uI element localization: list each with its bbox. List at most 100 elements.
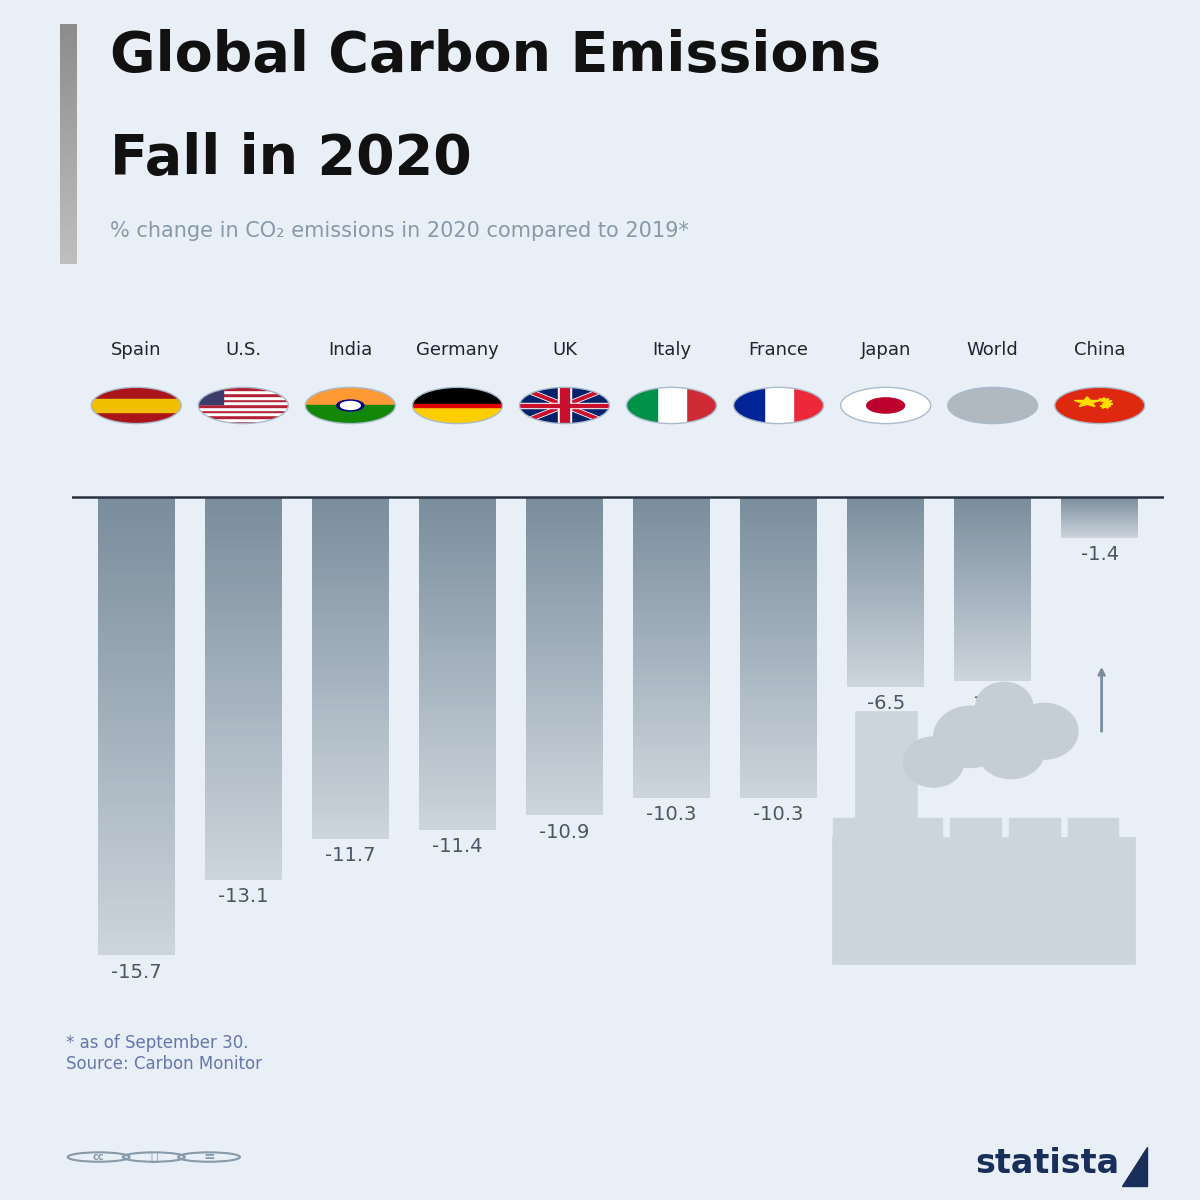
Polygon shape [1103, 402, 1112, 406]
Bar [97, 539, 175, 544]
Bar [419, 706, 496, 708]
Bar [198, 407, 288, 409]
Bar [312, 781, 389, 785]
Circle shape [948, 388, 1038, 424]
Bar [60, 144, 77, 149]
Circle shape [977, 722, 1044, 779]
Bar [419, 780, 496, 782]
Bar [419, 782, 496, 786]
Bar [205, 574, 282, 577]
Bar [526, 709, 604, 712]
Bar [312, 713, 389, 716]
Bar [419, 583, 496, 586]
Bar [419, 694, 496, 697]
Bar [97, 868, 175, 871]
Bar [97, 512, 175, 516]
Text: -10.9: -10.9 [539, 823, 589, 841]
Bar [740, 620, 817, 623]
Bar [312, 739, 389, 742]
Bar [847, 502, 924, 504]
Bar [632, 688, 710, 690]
Bar [97, 646, 175, 650]
Bar [954, 530, 1031, 533]
Bar [526, 683, 604, 685]
Polygon shape [1099, 397, 1109, 402]
Bar [632, 612, 710, 614]
Bar [847, 652, 924, 654]
Bar [954, 649, 1031, 650]
Bar [312, 528, 389, 532]
Bar [954, 592, 1031, 594]
Bar [205, 529, 282, 533]
Bar [205, 764, 282, 768]
Text: -1.4: -1.4 [1081, 545, 1118, 564]
Bar [632, 610, 710, 612]
Text: -15.7: -15.7 [110, 962, 162, 982]
Bar [526, 499, 604, 503]
Bar [97, 791, 175, 796]
Bar [954, 503, 1031, 505]
Bar [740, 755, 817, 757]
Bar [847, 677, 924, 679]
Bar [526, 518, 604, 521]
Bar [740, 718, 817, 720]
Bar [205, 749, 282, 752]
Bar [60, 53, 77, 58]
Bar [526, 804, 604, 808]
Bar [847, 607, 924, 610]
Bar [205, 647, 282, 650]
Bar [632, 662, 710, 665]
Bar [954, 514, 1031, 516]
Bar [97, 528, 175, 532]
Bar [740, 695, 817, 697]
Bar [205, 551, 282, 554]
Bar [520, 403, 610, 407]
Bar [954, 575, 1031, 577]
Bar [419, 661, 496, 664]
Bar [954, 616, 1031, 617]
Bar [954, 608, 1031, 611]
Bar [632, 722, 710, 725]
Bar [740, 554, 817, 557]
Bar [97, 814, 175, 818]
Bar [847, 499, 924, 500]
Bar [847, 620, 924, 622]
Bar [526, 545, 604, 547]
Bar [97, 607, 175, 612]
Bar [954, 588, 1031, 589]
Bar [847, 506, 924, 509]
Bar [312, 557, 389, 559]
Bar [632, 617, 710, 620]
Bar [740, 512, 817, 515]
Bar [954, 661, 1031, 662]
Bar [205, 522, 282, 526]
Bar [954, 580, 1031, 582]
Bar [632, 757, 710, 761]
Bar [205, 866, 282, 870]
Bar [60, 24, 77, 29]
Bar [632, 577, 710, 580]
Bar [419, 552, 496, 556]
Bar [847, 515, 924, 516]
Bar [740, 508, 817, 510]
Bar [312, 580, 389, 582]
Bar [740, 515, 817, 517]
Bar [97, 726, 175, 730]
Bar [954, 660, 1031, 661]
Bar [205, 874, 282, 876]
Bar [97, 547, 175, 551]
Bar [97, 894, 175, 898]
Bar [954, 671, 1031, 672]
Bar [97, 902, 175, 906]
Bar [526, 624, 604, 628]
Bar [740, 577, 817, 580]
Bar [526, 590, 604, 593]
Bar [526, 674, 604, 678]
Bar [419, 516, 496, 520]
Bar [97, 604, 175, 608]
Bar [97, 920, 175, 925]
Bar [954, 672, 1031, 673]
Bar [97, 558, 175, 562]
Bar [419, 786, 496, 788]
Circle shape [934, 706, 1008, 768]
